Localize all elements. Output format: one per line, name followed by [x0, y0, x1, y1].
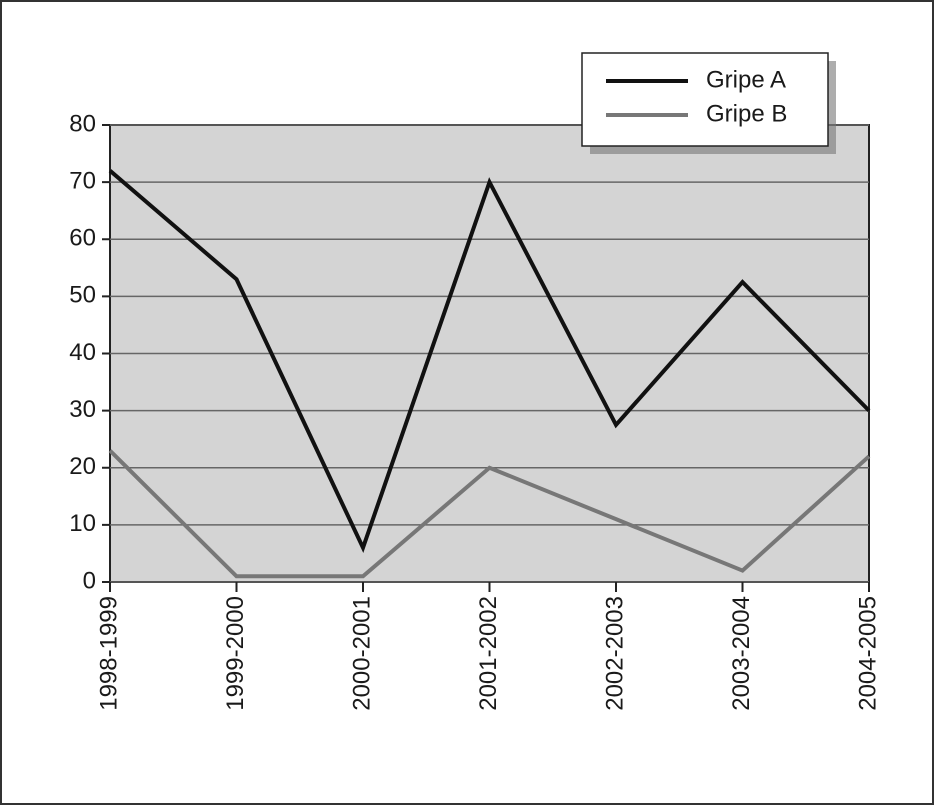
lines — [108, 169, 871, 579]
y-tick-label: 80 — [69, 110, 96, 137]
x-tick-label: 2003-2004 — [728, 596, 755, 711]
legend-label: Gripe B — [706, 100, 787, 127]
legend-box — [581, 52, 829, 147]
x-tick-label: 1998-1999 — [95, 596, 122, 711]
y-tick-label: 40 — [69, 339, 96, 366]
y-tick-label: 30 — [69, 396, 96, 423]
y-tick-label: 50 — [69, 282, 96, 309]
y-tick-label: 60 — [69, 225, 96, 252]
series-line — [108, 169, 871, 554]
y-tick-label: 20 — [69, 453, 96, 480]
x-tick-label: 2004-2005 — [854, 596, 881, 711]
legend-label: Gripe A — [706, 66, 786, 93]
grid: 0 10 20 30 40 50 60 70 80 1998-1999 1999-2000 2000-… — [69, 110, 881, 710]
series-line — [108, 449, 871, 579]
x-tick-label: 2001-2002 — [475, 596, 502, 711]
y-tick-label: 10 — [69, 510, 96, 537]
y-tick-label: 70 — [69, 167, 96, 194]
x-tick-label: 2000-2001 — [348, 596, 375, 711]
y-tick-label: 0 — [83, 567, 96, 594]
x-tick-label: 1999-2000 — [222, 596, 249, 711]
legend: Gripe A Gripe B — [581, 52, 836, 154]
x-tick-label: 2002-2003 — [601, 596, 628, 711]
